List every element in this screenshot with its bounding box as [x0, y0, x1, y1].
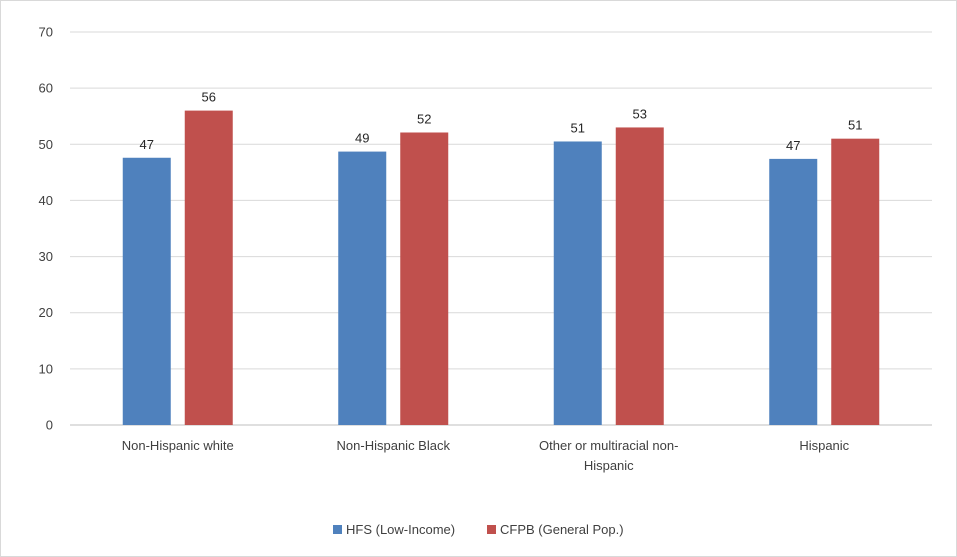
y-tick-label: 0	[46, 418, 53, 433]
bar	[122, 157, 171, 425]
bar	[184, 110, 233, 425]
data-label: 56	[202, 90, 216, 105]
y-tick-label: 50	[39, 137, 53, 152]
bar	[338, 151, 387, 425]
y-tick-label: 70	[39, 25, 53, 40]
y-tick-label: 40	[39, 193, 53, 208]
x-tick-label: Hispanic	[799, 438, 849, 453]
legend-swatch	[333, 525, 342, 534]
data-label: 49	[355, 131, 369, 146]
x-tick-label: Other or multiracial non-	[539, 438, 678, 453]
data-label: 51	[848, 118, 862, 133]
data-label: 53	[633, 106, 647, 121]
bar	[400, 132, 449, 425]
data-label: 47	[140, 137, 154, 152]
bar	[615, 127, 664, 425]
y-tick-label: 20	[39, 305, 53, 320]
data-label: 51	[571, 120, 585, 135]
y-tick-label: 10	[39, 361, 53, 376]
y-tick-label: 60	[39, 81, 53, 96]
x-tick-label: Non-Hispanic Black	[337, 438, 451, 453]
x-tick-label: Non-Hispanic white	[122, 438, 234, 453]
legend-label: CFPB (General Pop.)	[500, 522, 624, 537]
bar	[831, 138, 880, 425]
bar	[553, 141, 602, 425]
y-tick-label: 30	[39, 249, 53, 264]
x-tick-label: Hispanic	[584, 458, 634, 473]
legend-swatch	[487, 525, 496, 534]
bar	[769, 158, 818, 425]
data-label: 52	[417, 111, 431, 126]
legend-label: HFS (Low-Income)	[346, 522, 455, 537]
data-label: 47	[786, 138, 800, 153]
